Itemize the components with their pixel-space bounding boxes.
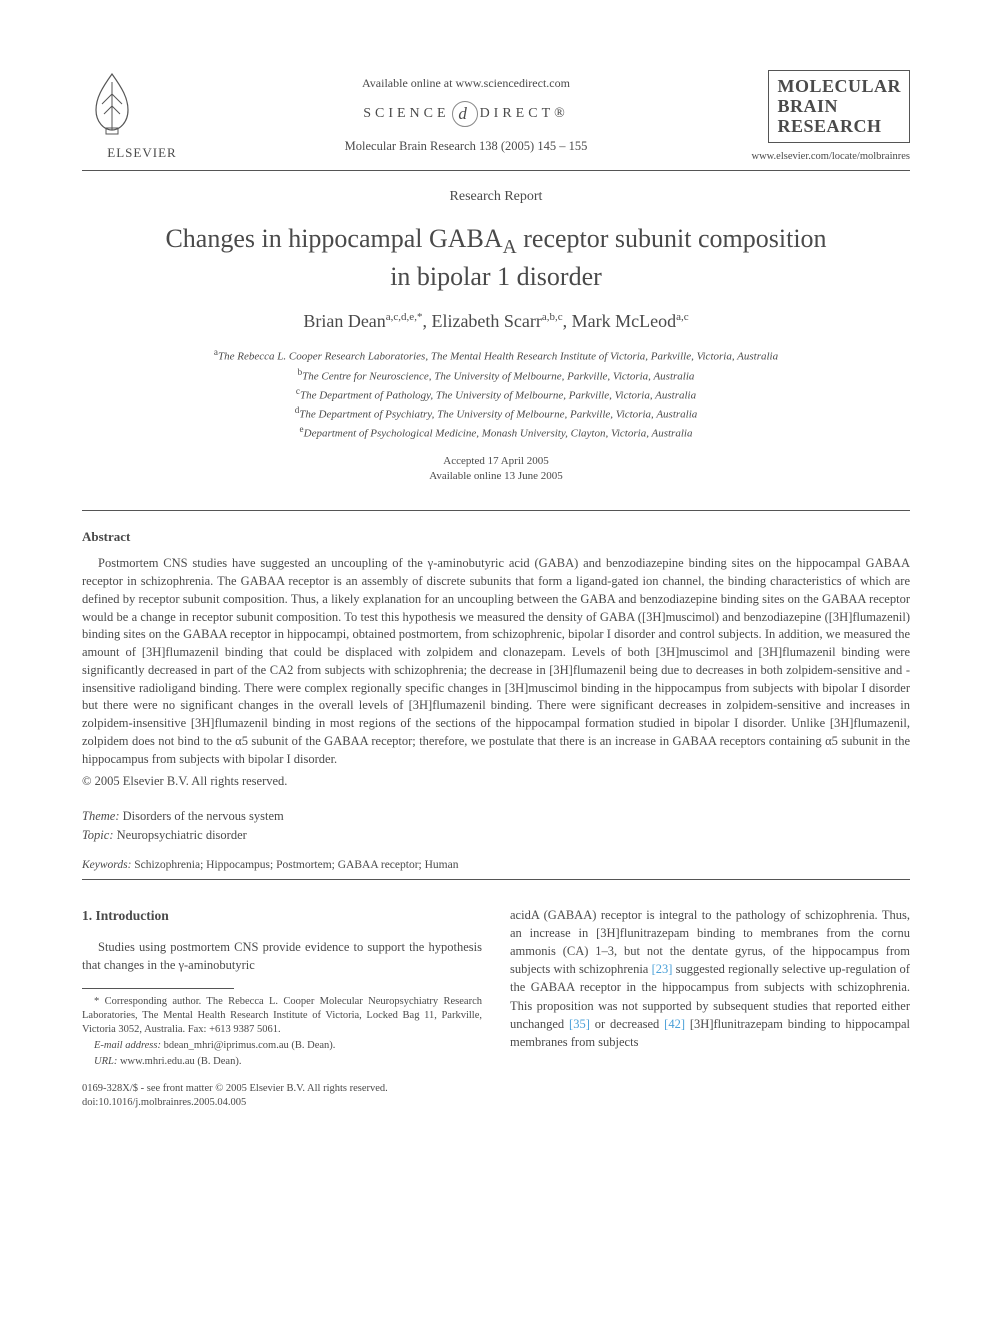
section-1-heading: 1. Introduction [82,906,482,926]
ref-42[interactable]: [42] [664,1017,685,1031]
affiliation-b: bThe Centre for Neuroscience, The Univer… [82,366,910,385]
elsevier-tree-icon [82,70,142,136]
author-1-aff: a,c,d,e,* [386,311,423,323]
footnote-rule [82,988,234,989]
affiliation-a: aThe Rebecca L. Cooper Research Laborato… [82,346,910,365]
sd-prefix: SCIENCE [363,106,449,121]
accepted-date: Accepted 17 April 2005 [82,454,910,469]
article-title: Changes in hippocampal GABAA receptor su… [82,223,910,293]
sd-suffix: DIRECT® [480,106,569,121]
keywords-value: Schizophrenia; Hippocampus; Postmortem; … [131,859,458,871]
author-3: , Mark McLeod [563,311,676,331]
author-2: , Elizabeth Scarr [422,311,541,331]
authors-line: Brian Deana,c,d,e,*, Elizabeth Scarra,b,… [82,311,910,332]
right-column: acidA (GABAA) receptor is integral to th… [510,906,910,1110]
doi-line: doi:10.1016/j.molbrainres.2005.04.005 [82,1096,482,1110]
available-online-text: Available online at www.sciencedirect.co… [202,76,730,91]
online-date: Available online 13 June 2005 [82,469,910,484]
journal-url: www.elsevier.com/locate/molbrainres [730,151,910,162]
email-value: bdean_mhri@iprimus.com.au (B. Dean). [161,1040,335,1051]
journal-name-3: RESEARCH [777,117,901,137]
author-2-aff: a,b,c [542,311,563,323]
doi-block: 0169-328X/$ - see front matter © 2005 El… [82,1082,482,1110]
keywords-line: Keywords: Schizophrenia; Hippocampus; Po… [82,859,910,871]
affiliation-c: cThe Department of Pathology, The Univer… [82,385,910,404]
publisher-block: ELSEVIER [82,70,202,161]
citation-line: Molecular Brain Research 138 (2005) 145 … [202,139,730,154]
publisher-name: ELSEVIER [82,145,202,161]
abstract-text: Postmortem CNS studies have suggested an… [82,555,910,768]
ref-35[interactable]: [35] [569,1017,590,1031]
abstract-heading: Abstract [82,529,910,545]
topic-label: Topic: [82,828,114,842]
divider-bottom [82,879,910,880]
sd-d-icon: d [452,101,478,127]
abstract-body: Postmortem CNS studies have suggested an… [82,555,910,768]
page-header: ELSEVIER Available online at www.science… [82,70,910,171]
theme-value: Disorders of the nervous system [120,809,284,823]
title-part2: in bipolar 1 disorder [390,262,602,291]
footnotes-block: * Corresponding author. The Rebecca L. C… [82,995,482,1070]
left-column: 1. Introduction Studies using postmortem… [82,906,482,1110]
copyright-line: © 2005 Elsevier B.V. All rights reserved… [82,774,910,789]
corr-footnote: * Corresponding author. The Rebecca L. C… [82,995,482,1038]
author-3-aff: a,c [676,311,689,323]
title-sub: A [503,238,517,259]
intro-para-right: acidA (GABAA) receptor is integral to th… [510,906,910,1051]
keywords-label: Keywords: [82,859,131,871]
title-part1: Changes in hippocampal GABA [165,224,502,253]
topic-value: Neuropsychiatric disorder [114,828,247,842]
divider-top [82,510,910,511]
ref-23[interactable]: [23] [652,962,673,976]
journal-name-1: MOLECULAR [777,77,901,97]
affiliation-e: eDepartment of Psychological Medicine, M… [82,423,910,442]
article-type: Research Report [82,189,910,205]
email-footnote: E-mail address: bdean_mhri@iprimus.com.a… [82,1039,482,1053]
theme-topic-block: Theme: Disorders of the nervous system T… [82,807,910,845]
author-1: Brian Dean [303,311,385,331]
topic-line: Topic: Neuropsychiatric disorder [82,826,910,845]
journal-title-box: MOLECULAR BRAIN RESEARCH [768,70,910,143]
url-label: URL: [94,1056,117,1067]
title-part1b: receptor subunit composition [517,224,827,253]
body-columns: 1. Introduction Studies using postmortem… [82,906,910,1110]
rp3: or decreased [590,1017,664,1031]
affiliation-d: dThe Department of Psychiatry, The Unive… [82,404,910,423]
header-center: Available online at www.sciencedirect.co… [202,70,730,154]
journal-name-2: BRAIN [777,97,901,117]
intro-para-left: Studies using postmortem CNS provide evi… [82,938,482,974]
sciencedirect-logo: SCIENCEdDIRECT® [202,101,730,127]
dates-block: Accepted 17 April 2005 Available online … [82,454,910,485]
affiliations: aThe Rebecca L. Cooper Research Laborato… [82,346,910,441]
url-value: www.mhri.edu.au (B. Dean). [117,1056,241,1067]
theme-line: Theme: Disorders of the nervous system [82,807,910,826]
issn-line: 0169-328X/$ - see front matter © 2005 El… [82,1082,482,1096]
theme-label: Theme: [82,809,120,823]
url-footnote: URL: www.mhri.edu.au (B. Dean). [82,1055,482,1069]
journal-block: MOLECULAR BRAIN RESEARCH www.elsevier.co… [730,70,910,162]
email-label: E-mail address: [94,1040,161,1051]
